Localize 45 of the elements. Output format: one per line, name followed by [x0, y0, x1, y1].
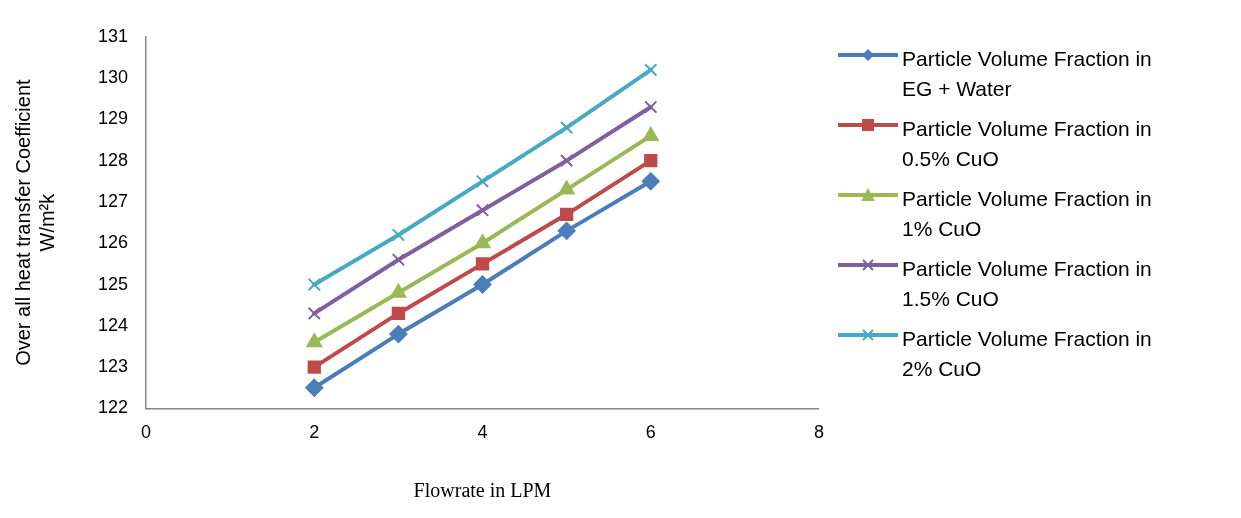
y-tick-label: 127 — [97, 190, 129, 211]
x-axis-title: Flowrate in LPM — [413, 479, 552, 502]
point — [391, 228, 406, 242]
point — [641, 172, 660, 191]
legend-label: Particle Volume Fraction in EG + Water — [902, 46, 1153, 102]
point — [307, 277, 321, 292]
point — [389, 325, 408, 344]
point — [307, 306, 321, 321]
y-axis-title: Over all heat transfer Coefficient W/m²k — [11, 78, 58, 366]
point — [473, 275, 492, 294]
point — [391, 253, 406, 267]
point — [475, 257, 490, 271]
point — [474, 234, 491, 249]
legend-label: Particle Volume Fraction in 0.5% CuO — [902, 116, 1153, 172]
y-tick-label: 122 — [97, 397, 129, 418]
point — [557, 221, 576, 240]
point — [306, 333, 323, 348]
y-tick-label: 130 — [97, 67, 129, 88]
point — [475, 174, 490, 188]
point — [475, 203, 490, 217]
point — [559, 207, 574, 221]
x-tick-label: 6 — [645, 422, 656, 443]
y-tick-label: 129 — [97, 108, 129, 129]
y-tick-label: 123 — [97, 356, 129, 377]
x-tick-label: 0 — [141, 422, 152, 443]
legend-label: Particle Volume Fraction in 1% CuO — [902, 186, 1153, 242]
x-tick-label: 2 — [309, 422, 320, 443]
y-tick-label: 131 — [97, 25, 129, 46]
point — [559, 154, 574, 168]
legend-label: Particle Volume Fraction in 1.5% CuO — [902, 256, 1153, 312]
y-tick-label: 126 — [97, 232, 129, 253]
point — [558, 180, 575, 195]
point — [305, 378, 324, 397]
point — [559, 120, 574, 135]
y-tick-label: 125 — [97, 273, 129, 294]
y-tick-label: 124 — [97, 314, 129, 335]
point — [644, 154, 658, 168]
point — [307, 360, 321, 374]
point — [391, 306, 406, 321]
x-tick-label: 8 — [813, 422, 824, 443]
legend-label: Particle Volume Fraction in 2% CuO — [902, 326, 1153, 382]
y-tick-label: 128 — [97, 149, 129, 170]
point — [644, 100, 658, 114]
x-tick-label: 4 — [477, 422, 488, 443]
point — [644, 63, 658, 77]
